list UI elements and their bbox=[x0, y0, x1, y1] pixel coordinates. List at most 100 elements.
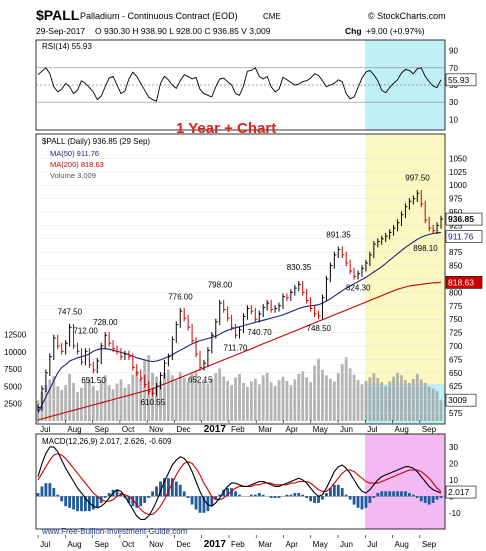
price-annotation: 711.70 bbox=[224, 344, 248, 353]
volume-bar bbox=[218, 368, 222, 421]
macd-histogram-bar bbox=[293, 493, 297, 497]
volume-bar bbox=[257, 384, 261, 421]
volume-bar bbox=[313, 365, 316, 421]
macd-frame bbox=[35, 433, 446, 530]
price-tick-label: 950 bbox=[449, 208, 463, 217]
price-tick-label: 925 bbox=[449, 221, 463, 230]
volume-bar bbox=[48, 379, 52, 421]
macd-histogram-bar bbox=[135, 496, 139, 508]
volume-bar bbox=[336, 373, 340, 421]
volume-bar bbox=[427, 386, 431, 421]
macd-histogram-bar bbox=[76, 496, 79, 512]
price-tick-label: 975 bbox=[449, 195, 463, 204]
macd-histogram-bar bbox=[40, 486, 44, 497]
volume-bar bbox=[91, 385, 95, 421]
watermark: www.Free-Bullion-Investment-Guide.com bbox=[41, 527, 188, 536]
macd-histogram-bar bbox=[427, 496, 431, 505]
macd-histogram-bar bbox=[411, 494, 415, 497]
price-annotation: 610.55 bbox=[141, 398, 166, 407]
price-annotation: 712.00 bbox=[73, 327, 98, 336]
volume-bar bbox=[202, 378, 206, 421]
volume-bar bbox=[273, 385, 277, 421]
price-annotation: 824.30 bbox=[346, 283, 371, 292]
macd-histogram-bar bbox=[131, 496, 135, 507]
volume-bar bbox=[356, 380, 360, 421]
volume-right-box bbox=[445, 393, 477, 407]
price-annotation: 651.50 bbox=[81, 376, 106, 385]
macd-histogram-bar bbox=[380, 491, 384, 497]
volume-bar bbox=[407, 382, 411, 421]
volume-bar bbox=[419, 379, 423, 421]
volume-bar bbox=[222, 376, 226, 421]
macd-histogram-bar bbox=[344, 494, 348, 497]
macd-x-label: Jun bbox=[340, 540, 353, 549]
macd-histogram-bar bbox=[352, 496, 356, 505]
macd-histogram-bar bbox=[91, 496, 95, 510]
volume-bar bbox=[190, 373, 194, 421]
price-title: $PALL (Daily) 936.85 (29 Sep) bbox=[42, 137, 150, 146]
macd-legend: MACD(12,26,9) 2.017, 2.626, -0.609 bbox=[42, 437, 172, 446]
macd-histogram-bar bbox=[400, 491, 403, 497]
macd-histogram-bar bbox=[396, 491, 399, 497]
macd-x-label: Apr bbox=[285, 540, 298, 549]
macd-tick-label: -10 bbox=[449, 509, 461, 518]
macd-histogram-bar bbox=[423, 496, 427, 503]
macd-tick-label: 10 bbox=[449, 476, 458, 485]
price-annotation: 997.50 bbox=[405, 174, 430, 183]
macd-histogram-bar bbox=[253, 494, 257, 497]
macd-histogram-bar bbox=[321, 496, 324, 500]
price-x-label: 2017 bbox=[204, 424, 227, 435]
price-right-label: 818.63 bbox=[448, 277, 474, 287]
quote-ohlc: O 930.30 H 938.90 L 928.00 C 936.85 V 3,… bbox=[95, 26, 271, 36]
macd-x-label: Sep bbox=[95, 540, 110, 549]
volume-bar bbox=[423, 382, 427, 421]
macd-x-label: Jul bbox=[40, 540, 50, 549]
volume-bar bbox=[194, 370, 198, 421]
price-tick-label: 650 bbox=[449, 369, 463, 378]
volume-bar bbox=[163, 373, 166, 421]
volume-bar bbox=[230, 385, 233, 421]
macd-histogram-bar bbox=[317, 496, 320, 503]
macd-histogram-bar bbox=[340, 488, 344, 497]
volume-bar bbox=[415, 373, 419, 421]
price-x-label: May bbox=[313, 425, 328, 434]
macd-histogram-bar bbox=[87, 496, 91, 512]
volume-bar bbox=[159, 380, 162, 421]
macd-x-label: Feb bbox=[231, 540, 245, 549]
rsi-current-label: 55.93 bbox=[448, 75, 470, 85]
macd-x-label: 2017 bbox=[204, 539, 227, 550]
volume-bar bbox=[344, 357, 348, 421]
macd-histogram-bar bbox=[388, 491, 392, 497]
macd-histogram-bar bbox=[155, 486, 158, 497]
volume-bar bbox=[332, 381, 336, 421]
volume-bar bbox=[182, 377, 186, 421]
volume-bar bbox=[293, 379, 297, 421]
macd-histogram-bar bbox=[210, 496, 214, 507]
volume-bar bbox=[80, 387, 83, 421]
volume-tick-label: 12500 bbox=[4, 330, 27, 339]
macd-histogram-bar bbox=[151, 491, 154, 497]
brand-label: © StockCharts.com bbox=[368, 11, 446, 21]
macd-histogram-bar bbox=[277, 496, 281, 498]
volume-bar bbox=[261, 375, 265, 421]
volume-bar bbox=[198, 382, 202, 421]
price-tick-label: 800 bbox=[449, 288, 463, 297]
macd-histogram-bar bbox=[356, 496, 360, 508]
price-highlight-yellow bbox=[365, 134, 445, 384]
price-right-label: 911.76 bbox=[448, 232, 474, 242]
volume-bar bbox=[431, 388, 435, 421]
macd-histogram-bar bbox=[360, 496, 364, 510]
macd-x-label: May bbox=[313, 540, 328, 549]
macd-histogram-bar bbox=[364, 496, 368, 508]
price-annotation: 747.50 bbox=[58, 308, 83, 317]
volume-bar bbox=[380, 382, 384, 421]
macd-histogram-bar bbox=[80, 496, 83, 512]
macd-histogram-bar bbox=[214, 496, 218, 500]
macd-histogram-bar bbox=[84, 496, 87, 512]
macd-x-label: Dec bbox=[176, 540, 190, 549]
macd-x-label: Sep bbox=[422, 540, 437, 549]
volume-bar bbox=[84, 382, 87, 421]
price-right-box bbox=[445, 230, 483, 243]
volume-bar bbox=[340, 364, 344, 421]
price-tick-label: 700 bbox=[449, 342, 463, 351]
